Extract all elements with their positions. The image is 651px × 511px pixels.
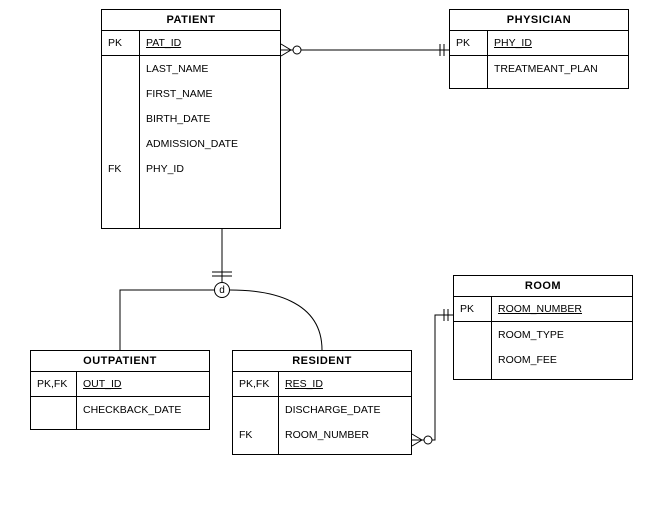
- key-cell: PK,FK: [233, 372, 278, 397]
- entity-physician: PHYSICIAN PK PHY_ID TREATMEANT_PLAN: [449, 9, 629, 89]
- key-cell: [450, 56, 487, 81]
- key-cell: [102, 131, 139, 156]
- key-cell: PK: [450, 31, 487, 56]
- key-cell: PK,FK: [31, 372, 76, 397]
- attr-cell: TREATMEANT_PLAN: [488, 56, 628, 81]
- key-cell: FK: [233, 422, 278, 447]
- entity-title: OUTPATIENT: [31, 351, 209, 372]
- attr-cell: CHECKBACK_DATE: [77, 397, 209, 422]
- entity-patient: PATIENT PK FK PAT_ID LAST_NAME FIRST_NAM…: [101, 9, 281, 229]
- entity-resident: RESIDENT PK,FK FK RES_ID DISCHARGE_DATE …: [232, 350, 412, 455]
- attr-cell: PAT_ID: [140, 31, 280, 56]
- attr-cell: ROOM_NUMBER: [492, 297, 632, 322]
- entity-outpatient: OUTPATIENT PK,FK OUT_ID CHECKBACK_DATE: [30, 350, 210, 430]
- key-cell: [454, 347, 491, 372]
- attr-cell: RES_ID: [279, 372, 411, 397]
- key-cell: PK: [454, 297, 491, 322]
- entity-title: ROOM: [454, 276, 632, 297]
- attr-cell: PHY_ID: [140, 156, 280, 181]
- attr-cell: BIRTH_DATE: [140, 106, 280, 131]
- entity-title: PATIENT: [102, 10, 280, 31]
- key-cell: [102, 56, 139, 81]
- attr-cell: DISCHARGE_DATE: [279, 397, 411, 422]
- er-diagram-canvas: PATIENT PK FK PAT_ID LAST_NAME FIRST_NAM…: [0, 0, 651, 511]
- attr-cell: OUT_ID: [77, 372, 209, 397]
- attr-cell: LAST_NAME: [140, 56, 280, 81]
- key-cell: [102, 81, 139, 106]
- entity-room: ROOM PK ROOM_NUMBER ROOM_TYPE ROOM_FEE: [453, 275, 633, 380]
- attr-cell: FIRST_NAME: [140, 81, 280, 106]
- key-cell: [454, 322, 491, 347]
- key-cell: PK: [102, 31, 139, 56]
- key-cell: [233, 397, 278, 422]
- key-cell: [102, 106, 139, 131]
- disjoint-symbol: d: [214, 282, 230, 298]
- attr-cell: ROOM_FEE: [492, 347, 632, 372]
- attr-cell: PHY_ID: [488, 31, 628, 56]
- attr-cell: ADMISSION_DATE: [140, 131, 280, 156]
- attr-cell: ROOM_TYPE: [492, 322, 632, 347]
- attr-cell: ROOM_NUMBER: [279, 422, 411, 447]
- entity-title: RESIDENT: [233, 351, 411, 372]
- entity-title: PHYSICIAN: [450, 10, 628, 31]
- key-cell: [31, 397, 76, 422]
- key-cell: FK: [102, 156, 139, 181]
